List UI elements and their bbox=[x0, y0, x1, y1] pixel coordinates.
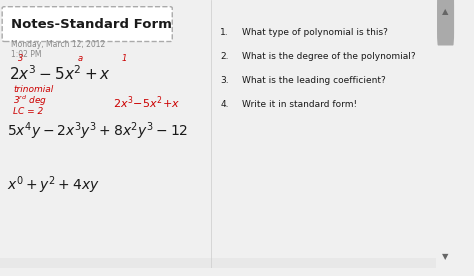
FancyBboxPatch shape bbox=[437, 0, 454, 46]
Text: $5x^4y - 2x^3y^3 + 8x^2y^3 - 12$: $5x^4y - 2x^3y^3 + 8x^2y^3 - 12$ bbox=[7, 120, 188, 142]
Text: $2x^3 - 5x^2 + x$: $2x^3 - 5x^2 + x$ bbox=[9, 64, 111, 83]
Text: 3$^{rd}$ deg: 3$^{rd}$ deg bbox=[13, 93, 47, 108]
Text: $2x^3\!-\!5x^2\!+\!x$: $2x^3\!-\!5x^2\!+\!x$ bbox=[113, 95, 181, 112]
Text: LC = 2: LC = 2 bbox=[13, 107, 43, 116]
Text: What is the leading coefficient?: What is the leading coefficient? bbox=[242, 76, 386, 85]
Text: Monday, March 12, 2012: Monday, March 12, 2012 bbox=[11, 40, 105, 49]
Text: 3: 3 bbox=[18, 54, 24, 63]
Text: 2.: 2. bbox=[220, 52, 229, 61]
Text: Notes-Standard Form: Notes-Standard Form bbox=[11, 18, 172, 31]
Text: Write it in standard form!: Write it in standard form! bbox=[242, 100, 357, 109]
Text: What type of polynomial is this?: What type of polynomial is this? bbox=[242, 28, 388, 37]
Text: ▼: ▼ bbox=[442, 252, 449, 261]
Text: $x^0 + y^2 + 4xy$: $x^0 + y^2 + 4xy$ bbox=[7, 174, 99, 195]
FancyBboxPatch shape bbox=[2, 7, 172, 41]
Text: 3.: 3. bbox=[220, 76, 229, 85]
Text: trinomial: trinomial bbox=[13, 85, 54, 94]
Text: a: a bbox=[78, 54, 83, 63]
Text: 1.: 1. bbox=[220, 28, 229, 37]
Text: 4.: 4. bbox=[220, 100, 229, 109]
FancyBboxPatch shape bbox=[0, 258, 436, 268]
Text: 1:02 PM: 1:02 PM bbox=[11, 51, 41, 59]
Text: What is the degree of the polynomial?: What is the degree of the polynomial? bbox=[242, 52, 416, 61]
Text: ▲: ▲ bbox=[442, 7, 449, 16]
Text: 1: 1 bbox=[122, 54, 127, 63]
